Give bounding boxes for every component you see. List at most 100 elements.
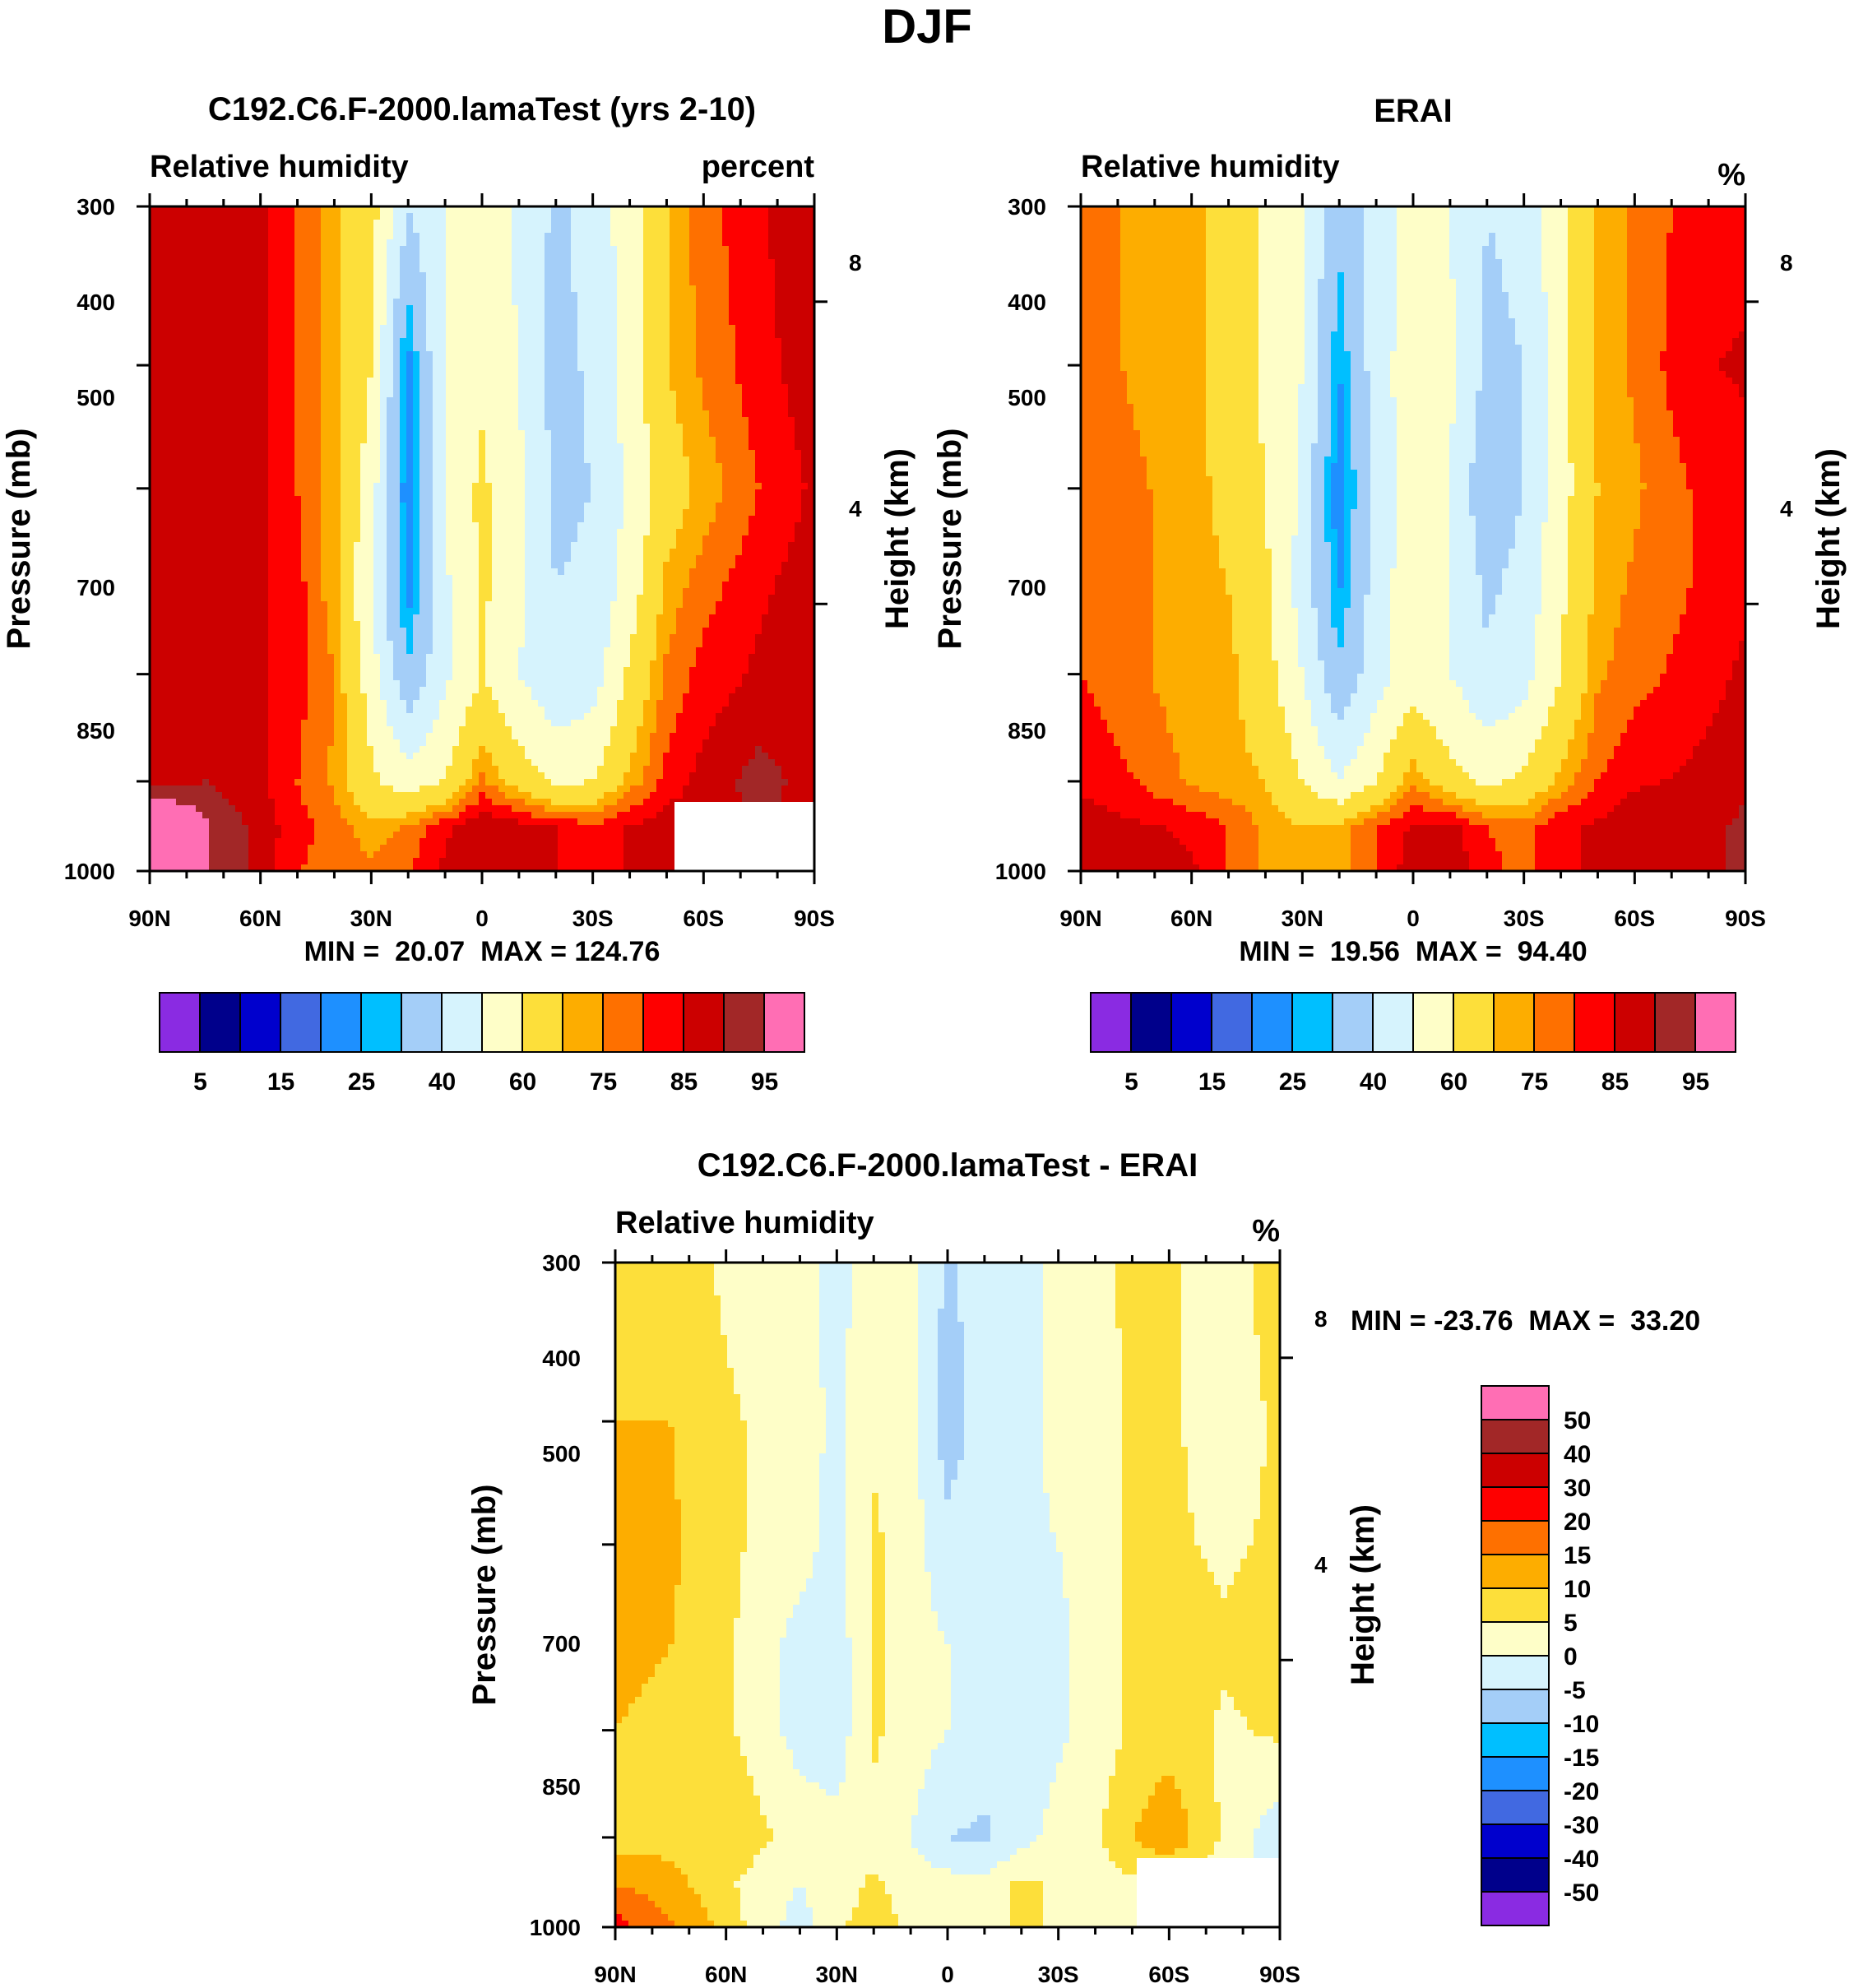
contour-cell	[248, 417, 256, 424]
contour-cell	[749, 285, 756, 293]
contour-cell	[380, 450, 387, 457]
contour-cell	[656, 522, 664, 530]
contour-cell	[808, 272, 814, 280]
contour-cell	[294, 509, 302, 517]
contour-cell	[229, 299, 236, 306]
contour-cell	[485, 404, 493, 411]
contour-cell	[577, 470, 585, 477]
contour-cell	[176, 378, 183, 385]
contour-cell	[749, 220, 756, 227]
contour-cell	[551, 384, 559, 392]
contour-cell	[275, 226, 282, 234]
contour-cell	[242, 371, 249, 378]
contour-cell	[163, 463, 170, 470]
contour-cell	[452, 371, 460, 378]
contour-cell	[229, 351, 236, 359]
contour-cell	[419, 437, 427, 444]
contour-cell	[749, 253, 756, 260]
contour-cell	[479, 318, 486, 326]
contour-cell	[354, 509, 361, 517]
contour-cell	[169, 233, 177, 240]
contour-cell	[202, 437, 210, 444]
contour-cell	[433, 463, 440, 470]
contour-cell	[262, 450, 269, 457]
contour-cell	[209, 476, 216, 484]
contour-cell	[189, 503, 197, 510]
contour-cell	[683, 292, 690, 299]
contour-cell	[288, 331, 295, 339]
contour-cell	[538, 358, 545, 365]
contour-cell	[591, 371, 598, 378]
contour-cell	[327, 206, 335, 214]
contour-cell	[485, 206, 493, 214]
contour-cell	[670, 292, 677, 299]
contour-cell	[788, 404, 795, 411]
contour-cell	[538, 246, 545, 253]
contour-cell	[222, 325, 229, 332]
contour-cell	[308, 338, 315, 345]
contour-cell	[683, 233, 690, 240]
contour-cell	[801, 259, 809, 266]
contour-cell	[209, 338, 216, 345]
contour-cell	[637, 378, 644, 385]
contour-cell	[663, 437, 670, 444]
contour-cell	[768, 272, 776, 280]
contour-cell	[367, 331, 374, 339]
contour-cell	[722, 463, 730, 470]
contour-cell	[749, 351, 756, 359]
contour-cell	[222, 239, 229, 247]
contour-cell	[709, 516, 716, 523]
contour-cell	[314, 299, 322, 306]
contour-cell	[538, 259, 545, 266]
contour-cell	[512, 509, 519, 517]
contour-cell	[643, 503, 651, 510]
contour-cell	[281, 410, 289, 418]
contour-cell	[755, 220, 762, 227]
contour-cell	[795, 509, 802, 517]
contour-cell	[808, 331, 814, 339]
contour-cell	[492, 391, 499, 398]
contour-cell	[452, 450, 460, 457]
contour-cell	[702, 358, 710, 365]
contour-cell	[169, 338, 177, 345]
contour-cell	[722, 384, 730, 392]
contour-cell	[446, 463, 453, 470]
contour-cell	[643, 410, 651, 418]
contour-cell	[183, 266, 190, 273]
contour-cell	[564, 351, 572, 359]
contour-cell	[189, 331, 197, 339]
contour-cell	[229, 450, 236, 457]
contour-cell	[591, 246, 598, 253]
contour-cell	[650, 410, 657, 418]
contour-cell	[150, 489, 157, 497]
contour-cell	[801, 318, 809, 326]
contour-cell	[354, 325, 361, 332]
contour-cell	[571, 503, 578, 510]
contour-cell	[393, 496, 401, 503]
contour-cell	[479, 285, 486, 293]
contour-cell	[321, 516, 328, 523]
contour-cell	[446, 489, 453, 497]
contour-cell	[656, 206, 664, 214]
contour-cell	[591, 384, 598, 392]
contour-cell	[610, 443, 618, 451]
contour-cell	[722, 239, 730, 247]
contour-cell	[433, 206, 440, 214]
contour-cell	[426, 246, 433, 253]
contour-cell	[795, 338, 802, 345]
contour-cell	[551, 450, 559, 457]
contour-cell	[650, 213, 657, 220]
contour-cell	[709, 279, 716, 286]
contour-cell	[755, 489, 762, 497]
contour-cell	[722, 509, 730, 517]
contour-cell	[354, 384, 361, 392]
contour-cell	[176, 259, 183, 266]
contour-cell	[545, 450, 552, 457]
contour-cell	[367, 483, 374, 490]
contour-cell	[479, 325, 486, 332]
contour-cell	[373, 489, 381, 497]
contour-cell	[281, 424, 289, 431]
contour-cell	[525, 358, 532, 365]
contour-cell	[248, 305, 256, 313]
contour-cell	[512, 239, 519, 247]
